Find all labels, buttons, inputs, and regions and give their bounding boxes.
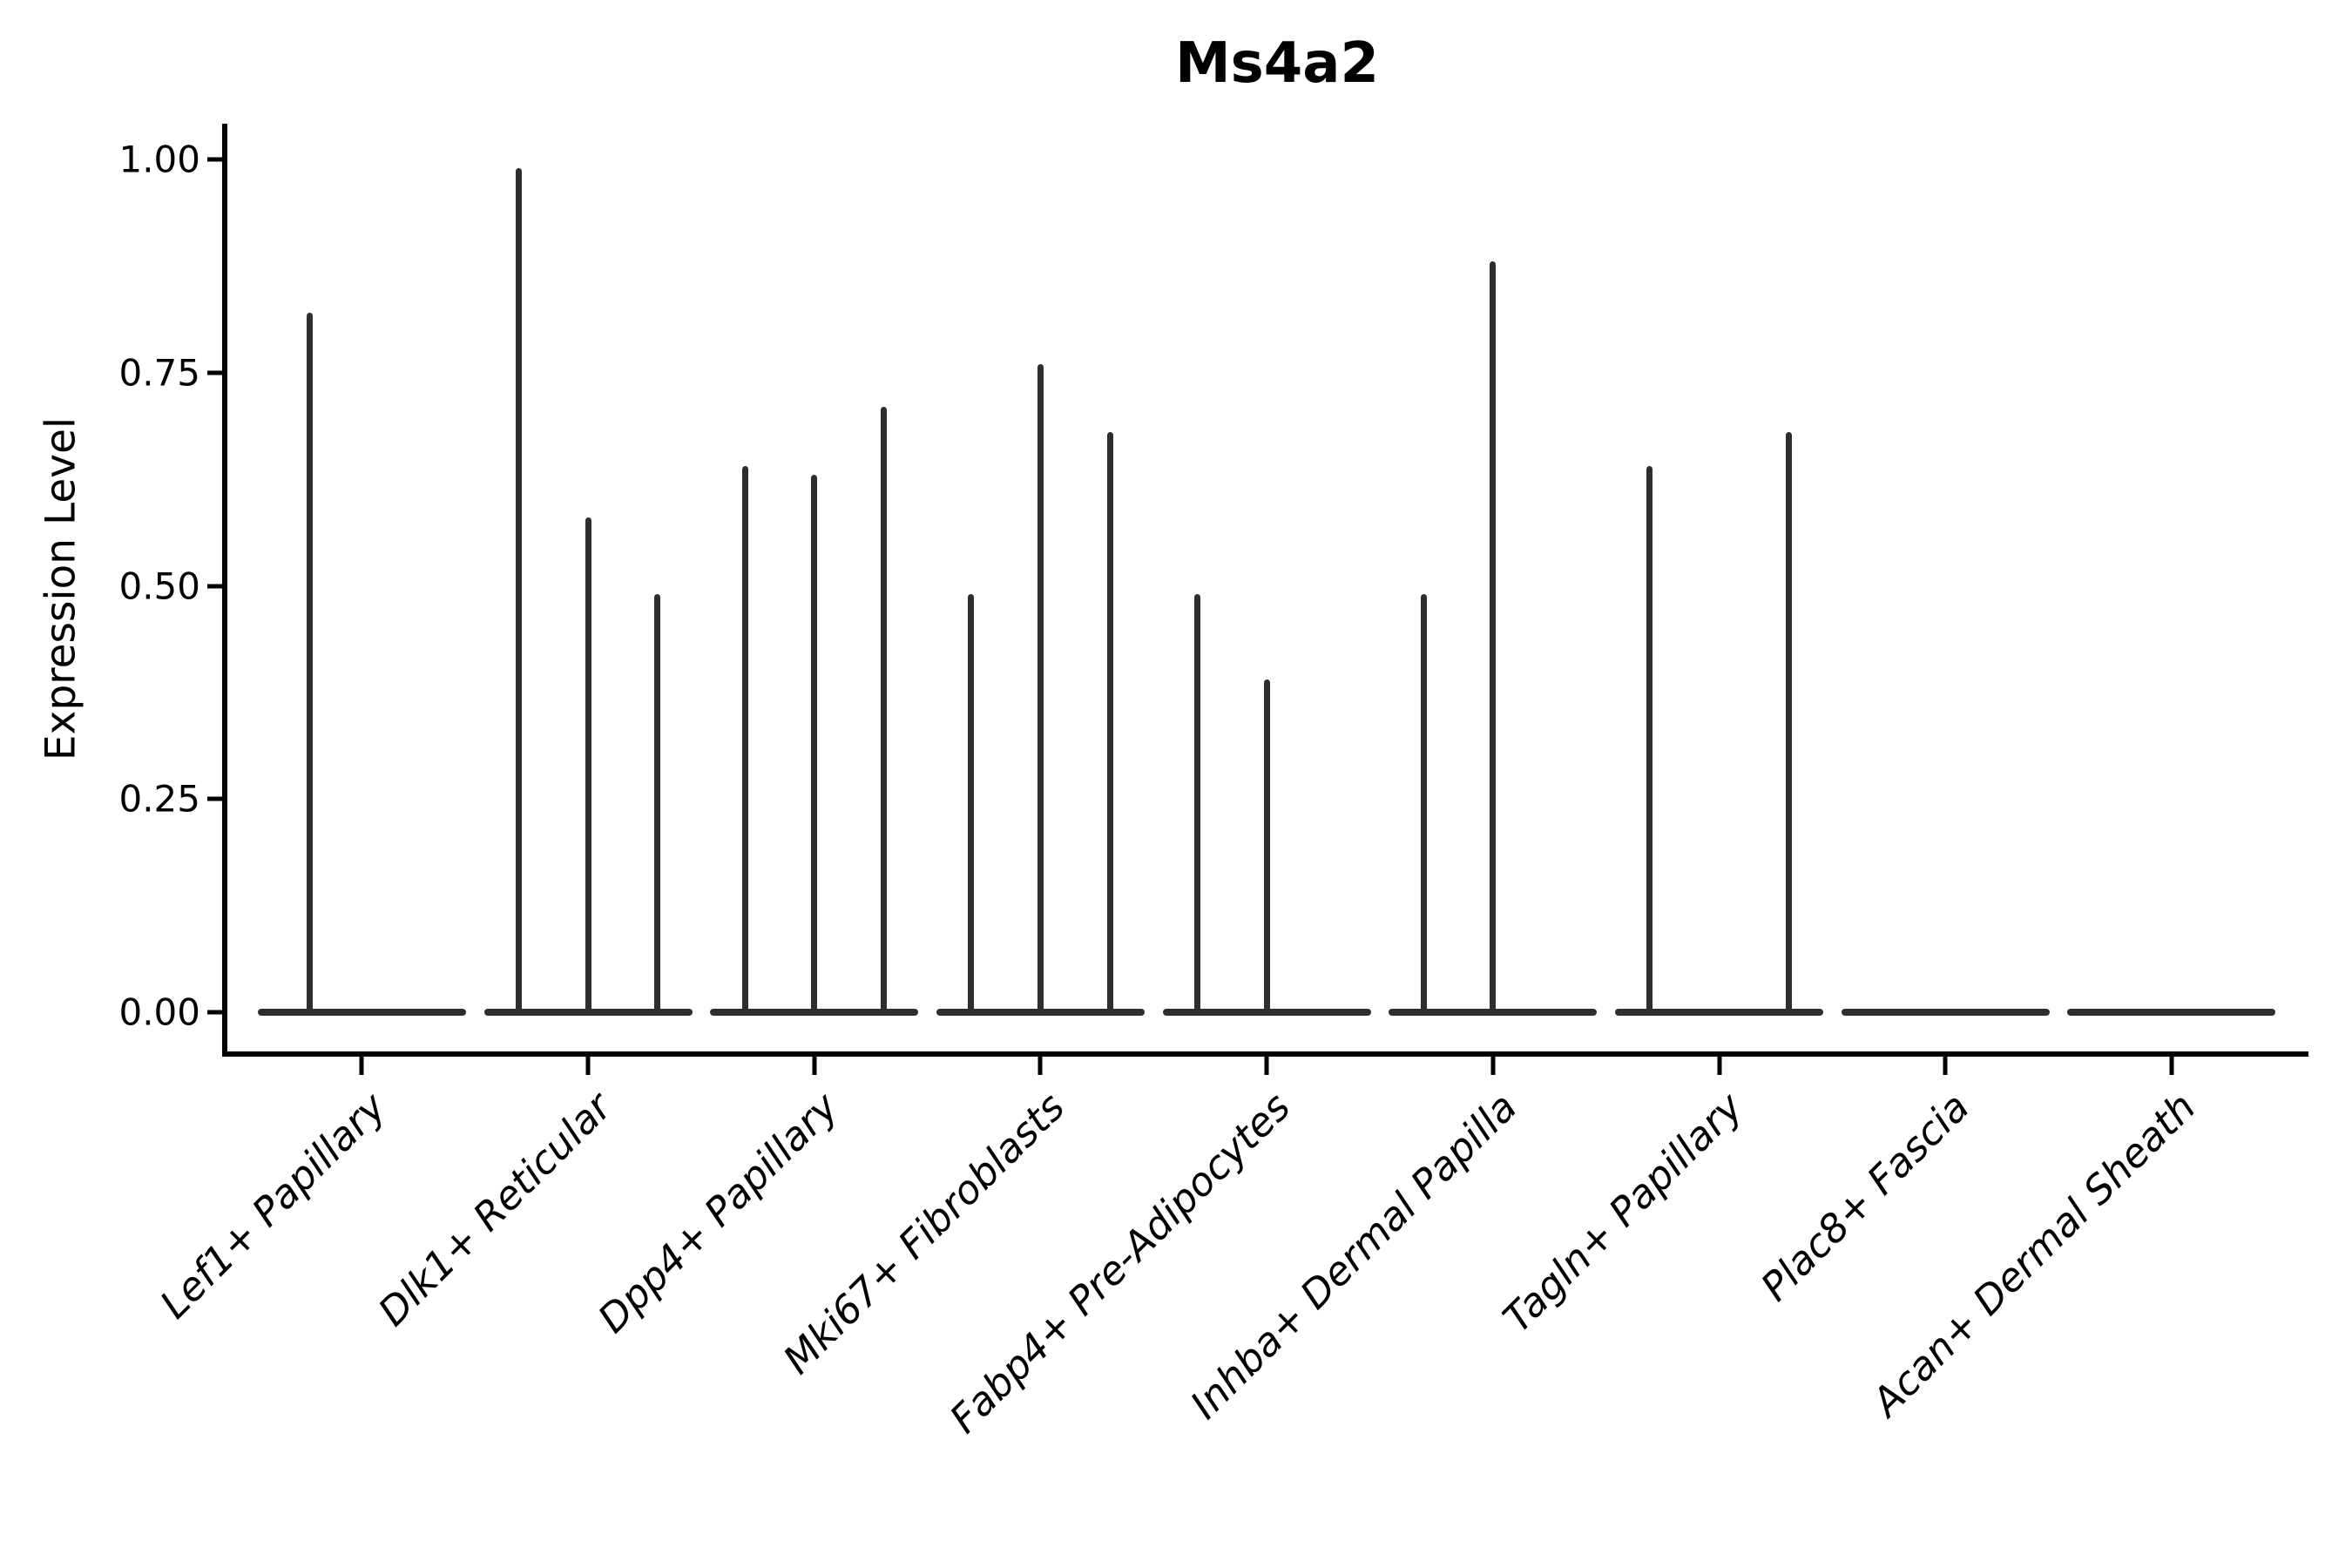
violin-baseline xyxy=(1615,1009,1823,1016)
x-tick xyxy=(1943,1057,1948,1075)
y-tick xyxy=(207,796,225,801)
y-tick-label-text: 1.00 xyxy=(118,138,200,181)
y-tick-label-text: 0.25 xyxy=(118,777,200,821)
x-tick xyxy=(359,1057,364,1075)
violin-spike xyxy=(1106,432,1113,1016)
violin-spike xyxy=(515,167,522,1016)
y-tick xyxy=(207,157,225,162)
violin-spike xyxy=(1490,261,1497,1016)
x-tick xyxy=(2169,1057,2174,1075)
violin-spike xyxy=(1037,363,1044,1016)
x-tick xyxy=(1490,1057,1496,1075)
x-axis-label-text: Dpp4+ Papillary xyxy=(588,1084,848,1342)
violin-spike xyxy=(654,594,661,1016)
y-tick-label-text: 0.50 xyxy=(118,564,200,607)
violin-baseline xyxy=(2067,1009,2276,1016)
violin-baseline xyxy=(257,1009,466,1016)
violin-spike xyxy=(880,406,887,1016)
y-tick xyxy=(207,370,225,375)
violin-spike xyxy=(1646,466,1653,1016)
violin-spike xyxy=(968,594,975,1016)
violin-spike xyxy=(1263,679,1270,1016)
x-axis-spine xyxy=(222,1051,2308,1057)
x-axis-label-text: Lef1+ Papillary xyxy=(150,1084,395,1328)
x-tick xyxy=(812,1057,817,1075)
x-tick xyxy=(1717,1057,1721,1075)
violin-spike xyxy=(307,313,314,1016)
y-tick xyxy=(207,1010,225,1015)
violin-spike xyxy=(811,475,818,1016)
x-tick xyxy=(1264,1057,1269,1075)
x-axis-label-text: Plac8+ Fascia xyxy=(1751,1084,1978,1310)
x-tick xyxy=(585,1057,591,1075)
y-axis-spine xyxy=(222,124,227,1057)
violin-spike xyxy=(1193,594,1200,1016)
x-axis-label-text: Dlk1+ Reticular xyxy=(369,1084,621,1335)
violin-spike xyxy=(741,466,748,1016)
violin-baseline xyxy=(1841,1009,2050,1016)
y-tick xyxy=(207,584,225,588)
plot-title: Ms4a2 xyxy=(1174,31,1380,96)
x-tick xyxy=(1037,1057,1043,1075)
violin-spike xyxy=(1785,432,1792,1016)
violin-spike xyxy=(585,517,591,1016)
y-tick-label-text: 0.75 xyxy=(118,351,200,395)
y-tick-label-text: 0.00 xyxy=(118,990,200,1034)
x-axis-label-text: Tagln+ Papillary xyxy=(1494,1084,1752,1342)
y-axis-title: Expression Level xyxy=(37,416,85,761)
violin-spike xyxy=(1420,594,1427,1016)
